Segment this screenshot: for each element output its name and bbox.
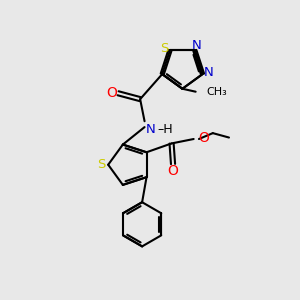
Text: O: O <box>168 164 178 178</box>
Text: N: N <box>191 39 201 52</box>
Text: N: N <box>204 66 214 79</box>
Text: –H: –H <box>157 123 172 136</box>
Text: S: S <box>98 158 106 171</box>
Text: N: N <box>146 123 156 136</box>
Text: S: S <box>160 42 169 56</box>
Text: O: O <box>198 130 208 145</box>
Text: O: O <box>106 86 117 100</box>
Text: CH₃: CH₃ <box>206 87 227 97</box>
